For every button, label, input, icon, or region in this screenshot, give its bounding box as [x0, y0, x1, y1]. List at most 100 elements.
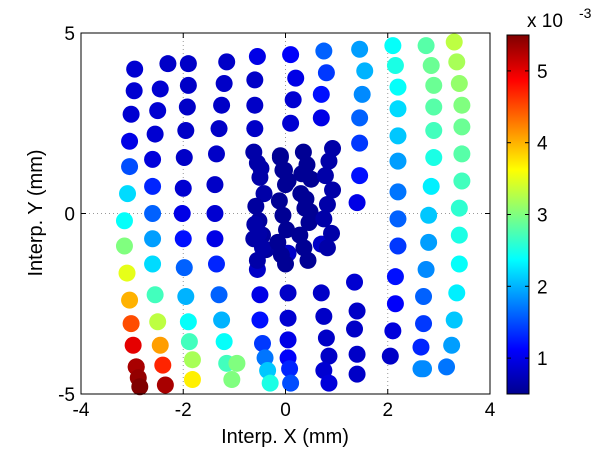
data-point — [284, 91, 302, 109]
data-point — [247, 197, 265, 215]
x-tick-label: -2 — [175, 400, 192, 421]
data-point — [320, 152, 338, 170]
data-point — [315, 307, 333, 325]
data-point — [450, 255, 468, 273]
x-tick-label: -4 — [73, 400, 90, 421]
data-point — [389, 210, 407, 228]
data-point — [146, 125, 164, 143]
data-point — [348, 194, 366, 212]
data-point — [453, 118, 471, 136]
data-point — [356, 62, 374, 80]
data-point — [274, 206, 292, 224]
data-point — [144, 255, 162, 273]
data-point — [312, 284, 330, 302]
data-point — [386, 268, 404, 286]
data-point — [179, 55, 197, 73]
data-point — [425, 149, 443, 167]
data-point — [207, 255, 225, 273]
data-point — [151, 80, 169, 98]
data-point — [126, 60, 144, 78]
data-point — [144, 230, 162, 248]
data-point — [318, 195, 336, 213]
data-point — [179, 313, 197, 331]
x-tick-label: 4 — [485, 400, 496, 421]
data-point — [389, 183, 407, 201]
data-point — [384, 322, 402, 340]
data-point — [251, 311, 269, 329]
data-point — [443, 336, 461, 354]
data-point — [282, 374, 300, 392]
x-axis-label: Interp. X (mm) — [221, 426, 349, 448]
data-point — [318, 239, 336, 257]
data-point — [320, 374, 338, 392]
data-point — [282, 46, 300, 64]
data-point — [174, 179, 192, 197]
plot-area: -4 -2 0 2 4 -5 0 5 — [58, 24, 496, 421]
data-point — [213, 96, 231, 114]
data-point — [299, 251, 317, 269]
data-point — [210, 120, 228, 138]
data-point — [118, 264, 136, 282]
data-point — [256, 349, 274, 367]
data-point — [287, 69, 305, 87]
x-tick-label: 0 — [280, 400, 291, 421]
data-point — [453, 96, 471, 114]
data-point — [450, 199, 468, 217]
data-point — [253, 334, 271, 352]
data-point — [277, 255, 294, 273]
data-point — [312, 109, 330, 127]
data-point — [282, 114, 300, 132]
data-point — [425, 98, 443, 116]
data-point — [206, 176, 224, 194]
data-point — [348, 345, 366, 363]
data-point — [144, 205, 162, 222]
data-point — [122, 105, 140, 123]
colorbar-exponent: -3 — [579, 5, 592, 21]
data-point — [420, 206, 438, 224]
data-point — [384, 37, 402, 55]
data-point — [206, 230, 224, 248]
data-point — [422, 56, 440, 74]
data-point — [215, 333, 233, 351]
data-point — [261, 374, 279, 392]
y-tick-label: 5 — [64, 24, 75, 45]
data-point — [450, 75, 468, 93]
data-point — [125, 82, 143, 100]
x-tick-label: 2 — [382, 400, 393, 421]
data-point — [351, 109, 369, 127]
data-point — [278, 221, 296, 239]
data-point — [177, 288, 195, 306]
colorbar-tick-label: 1 — [537, 349, 548, 370]
data-point — [279, 331, 297, 349]
data-point — [351, 40, 369, 58]
data-point — [389, 127, 407, 145]
data-point — [213, 311, 231, 329]
data-point — [144, 177, 162, 195]
y-tick-label: 0 — [64, 205, 75, 226]
data-point — [324, 181, 342, 199]
data-point — [323, 224, 341, 242]
data-point — [218, 53, 236, 71]
data-point — [353, 85, 371, 103]
data-point — [389, 237, 407, 255]
data-point — [415, 315, 433, 333]
data-point — [425, 121, 443, 139]
data-point — [270, 192, 288, 210]
y-tick-label: -5 — [58, 385, 75, 406]
data-point — [180, 333, 198, 351]
data-point — [279, 284, 297, 302]
data-point — [175, 259, 193, 277]
data-point — [210, 286, 228, 304]
data-point — [412, 360, 430, 378]
data-point — [255, 185, 273, 203]
data-point — [131, 378, 149, 396]
data-point — [425, 76, 443, 94]
data-point — [417, 260, 435, 278]
data-point — [183, 351, 201, 369]
colorbar-tick-label: 4 — [537, 134, 548, 155]
data-point — [149, 102, 167, 120]
data-point — [351, 167, 369, 185]
data-point — [173, 205, 191, 222]
colorbar-ticks: 1 2 3 4 5 — [507, 62, 548, 370]
colorbar-multiplier: x 10 — [527, 11, 563, 32]
